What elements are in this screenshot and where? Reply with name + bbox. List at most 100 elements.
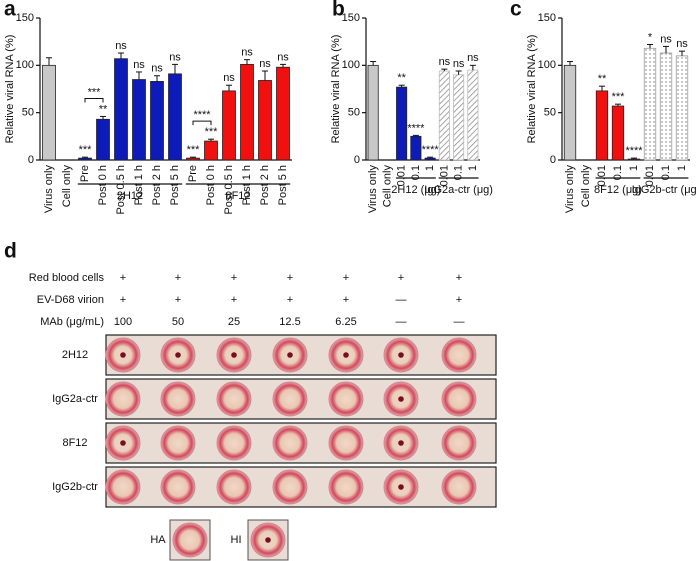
pellet [175, 352, 181, 358]
header-cell: + [398, 272, 404, 284]
bar [150, 81, 164, 161]
x-tick-label: 0.1 [410, 165, 422, 180]
x-tick-label: Post 5 h [169, 165, 181, 205]
bar [595, 90, 609, 161]
x-tick-label: 0.1 [660, 165, 672, 180]
x-tick-label: Post 5 h [277, 165, 289, 205]
x-tick-label: Pre [79, 165, 91, 182]
bracket [84, 97, 104, 103]
pellet [398, 396, 404, 402]
x-tick-label: Virus only [43, 165, 55, 214]
group-label: 2H12 (μg) [391, 184, 440, 196]
pellet [287, 352, 293, 358]
header-cell: 25 [228, 316, 240, 328]
y-tick-label: 0 [354, 154, 360, 166]
significance-label: ns [259, 58, 271, 70]
significance-label: ns [115, 40, 127, 52]
row-label: 2H12 [62, 349, 88, 361]
significance-label: ns [277, 51, 289, 63]
x-tick-label: 0.1 [453, 165, 465, 180]
significance-label: *** [187, 144, 201, 156]
significance-label: *** [612, 91, 626, 103]
y-tick-label: 100 [16, 59, 34, 71]
significance-label: ns [223, 72, 235, 84]
x-tick-label: Post 0 h [205, 165, 217, 205]
row-label: IgG2a-ctr [52, 393, 98, 405]
x-tick-label: Post 2 h [151, 165, 163, 205]
header-label: EV-D68 virion [37, 294, 104, 306]
pellet [231, 352, 237, 358]
well [216, 381, 252, 417]
well [105, 381, 141, 417]
group-label: 8F12 [225, 190, 250, 202]
x-tick-label: Post 0.5 h [223, 165, 235, 215]
y-tick-label: 100 [342, 59, 360, 71]
bar [396, 86, 408, 161]
header-cell: + [456, 272, 462, 284]
bracket [192, 120, 212, 126]
header-label: MAb (μg/mL) [40, 316, 104, 328]
header-cell: — [396, 316, 407, 328]
x-tick-label: 0.01 [644, 165, 656, 186]
well [272, 381, 308, 417]
significance-label: * [648, 31, 653, 43]
well [272, 469, 308, 505]
x-tick-label: Cell only [580, 165, 592, 208]
bar [367, 64, 379, 161]
x-tick-label: Post 0.5 h [115, 165, 127, 215]
significance-label: ** [99, 103, 108, 115]
group-label: 2H12 [117, 190, 143, 202]
significance-label: ns [439, 56, 451, 68]
x-tick-label: Virus only [367, 165, 379, 214]
x-tick-label: Virus only [564, 165, 576, 214]
pellet [120, 440, 126, 446]
x-tick-label: Cell only [61, 165, 73, 208]
bar [410, 135, 422, 161]
x-tick-label: Post 1 h [241, 165, 253, 205]
bar [132, 79, 146, 161]
legend-label: HI [231, 534, 242, 546]
y-tick-label: 150 [538, 12, 556, 24]
bar [643, 47, 657, 161]
panel-label: a [4, 0, 16, 21]
well [160, 381, 196, 417]
y-tick-label: 50 [22, 107, 34, 119]
well [328, 381, 364, 417]
well [441, 337, 477, 373]
header-cell: + [231, 294, 237, 306]
bar [627, 158, 641, 161]
header-cell: + [175, 294, 181, 306]
group-label: IgG2a-ctr (μg) [424, 184, 493, 196]
header-cell: + [343, 294, 349, 306]
row-label: 8F12 [62, 437, 87, 449]
header-cell: + [287, 272, 293, 284]
bar [240, 63, 254, 161]
x-tick-label: Post 1 h [133, 165, 145, 205]
bar [424, 157, 436, 161]
panel-label: c [510, 0, 522, 21]
pellet [398, 352, 404, 358]
y-axis-label: Relative viral RNA (%) [526, 35, 538, 144]
x-tick-label: 1 [628, 165, 640, 171]
x-tick-label: 0.1 [612, 165, 624, 180]
bar [438, 70, 450, 161]
header-cell: — [396, 294, 407, 306]
header-cell: 12.5 [279, 316, 300, 328]
significance-label: **** [422, 144, 440, 156]
y-tick-label: 150 [342, 12, 360, 24]
well [105, 469, 141, 505]
header-cell: 6.25 [335, 316, 356, 328]
y-tick-label: 0 [28, 154, 34, 166]
bar [467, 69, 479, 161]
header-cell: 100 [114, 316, 132, 328]
bracket-label: **** [193, 109, 211, 121]
significance-label: ns [151, 63, 163, 75]
y-axis-label: Relative viral RNA (%) [330, 35, 342, 144]
well [272, 425, 308, 461]
significance-label: ns [169, 51, 181, 63]
group-label: 8F12 (μg) [594, 184, 642, 196]
significance-label: ns [676, 38, 688, 50]
bar [611, 105, 625, 161]
significance-label: ** [397, 72, 406, 84]
